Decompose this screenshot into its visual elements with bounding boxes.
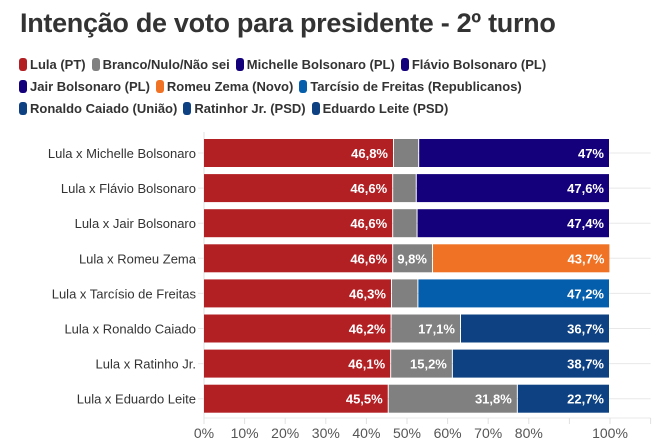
chart-title: Intenção de voto para presidente - 2º tu… [20, 8, 556, 38]
bar-segment [204, 139, 394, 167]
legend-label: Romeu Zema (Novo) [166, 78, 294, 94]
data-label: 46,1% [348, 357, 385, 372]
data-label: 47,2% [567, 286, 604, 301]
bar-segment [452, 349, 609, 378]
bar-segment [418, 279, 609, 308]
legend-swatch [183, 101, 192, 115]
data-label: 46,3% [349, 286, 386, 301]
bar-segment [460, 314, 609, 343]
category-label: Lula x Romeu Zema [79, 251, 197, 266]
chart-legend: Lula (PT) Branco/Nulo/Não sei Michelle Bol… [19, 55, 659, 120]
data-label: 46,8% [351, 146, 388, 161]
legend-item: Michelle Bolsonaro (PL) [235, 55, 395, 75]
legend-item: Ratinhor Jr. (PSD) [183, 99, 306, 119]
legend-swatch [299, 80, 308, 93]
category-label: Lula x Michelle Bolsonaro [48, 146, 196, 161]
x-tick-label: 20% [271, 425, 299, 441]
x-tick-label: 10% [231, 425, 259, 441]
data-label: 46,2% [349, 322, 386, 337]
legend-swatch [91, 58, 100, 72]
legend-item: Flávio Bolsonaro (PL) [400, 55, 547, 75]
legend-swatch [400, 58, 409, 72]
legend-item: Eduardo Leite (PSD) [311, 99, 449, 119]
legend-label: Flávio Bolsonaro (PL) [411, 57, 547, 72]
bar-segment [388, 384, 517, 413]
bar-segment [391, 314, 460, 343]
data-label: 31,8% [475, 392, 512, 407]
bar-segment [204, 384, 388, 413]
legend-item: Jair Bolsonaro (PL) [19, 77, 150, 97]
x-tick-label: 0% [194, 425, 214, 441]
legend-swatch [155, 80, 164, 93]
x-tick-label: 50% [393, 425, 421, 441]
bar-segment [204, 244, 393, 273]
bar-segment [204, 174, 393, 203]
bar-segment [391, 349, 452, 378]
bar-segment [393, 209, 417, 238]
data-label: 46,6% [350, 181, 387, 196]
legend-item: Lula (PT) [19, 55, 86, 75]
data-label: 46,6% [350, 251, 387, 266]
data-label: 46,6% [350, 216, 387, 231]
legend-swatch [19, 101, 27, 115]
x-tick-label: 80% [515, 425, 543, 441]
legend-swatch [19, 58, 27, 72]
legend-swatch [19, 80, 27, 93]
legend-item: Branco/Nulo/Não sei [91, 55, 230, 75]
data-label: 15,2% [410, 357, 447, 372]
x-tick-label: 40% [352, 425, 380, 441]
data-label: 38,7% [567, 357, 604, 372]
legend-label: Ratinhor Jr. (PSD) [194, 100, 306, 116]
bar-segment [432, 244, 610, 273]
data-label: 47,4% [567, 216, 604, 231]
data-label: 17,1% [418, 322, 455, 337]
bar-segment [204, 279, 391, 308]
legend-item: Romeu Zema (Novo) [155, 77, 294, 97]
data-label: 47% [578, 146, 604, 161]
legend-label: Lula (PT) [30, 57, 86, 72]
category-label: Lula x Eduardo Leite [77, 392, 196, 407]
legend-label: Jair Bolsonaro (PL) [30, 78, 150, 94]
category-label: Lula x Flávio Bolsonaro [61, 181, 196, 196]
bar-segment [204, 209, 393, 238]
bar-segment [393, 244, 432, 273]
category-label: Lula x Ronaldo Caiado [64, 322, 196, 337]
x-tick-label: 100% [592, 425, 628, 441]
x-tick-label: 60% [434, 425, 462, 441]
bar-segment [204, 349, 391, 378]
legend-label: Eduardo Leite (PSD) [322, 100, 449, 116]
legend-item: Ronaldo Caiado (União) [19, 99, 177, 119]
data-label: 43,7% [568, 251, 605, 266]
legend-swatch [235, 58, 244, 72]
bar-segment [416, 174, 609, 203]
data-label: 9,8% [397, 251, 427, 266]
legend-label: Branco/Nulo/Não sei [102, 57, 230, 72]
legend-item: Tarcísio de Freitas (Republicanos) [299, 77, 522, 97]
x-tick-label: 70% [474, 425, 502, 441]
legend-label: Ronaldo Caiado (União) [30, 100, 178, 116]
legend-label: Tarcísio de Freitas (Republicanos) [310, 78, 522, 94]
legend-label: Michelle Bolsonaro (PL) [246, 57, 395, 72]
bar-segment [417, 209, 609, 238]
data-label: 22,7% [567, 392, 604, 407]
category-label: Lula x Tarcísio de Freitas [52, 286, 197, 301]
bar-segment [391, 279, 418, 308]
category-label: Lula x Ratinho Jr. [96, 357, 196, 372]
data-label: 45,5% [346, 392, 383, 407]
bar-segment [394, 139, 419, 167]
data-label: 36,7% [567, 322, 604, 337]
category-label: Lula x Jair Bolsonaro [75, 216, 196, 231]
bar-segment [204, 314, 391, 343]
bar-segment [517, 384, 609, 413]
x-tick-label: 30% [312, 425, 340, 441]
legend-swatch [311, 101, 320, 115]
bar-segment [419, 139, 609, 167]
data-label: 47,6% [567, 181, 604, 196]
bar-segment [393, 174, 416, 203]
